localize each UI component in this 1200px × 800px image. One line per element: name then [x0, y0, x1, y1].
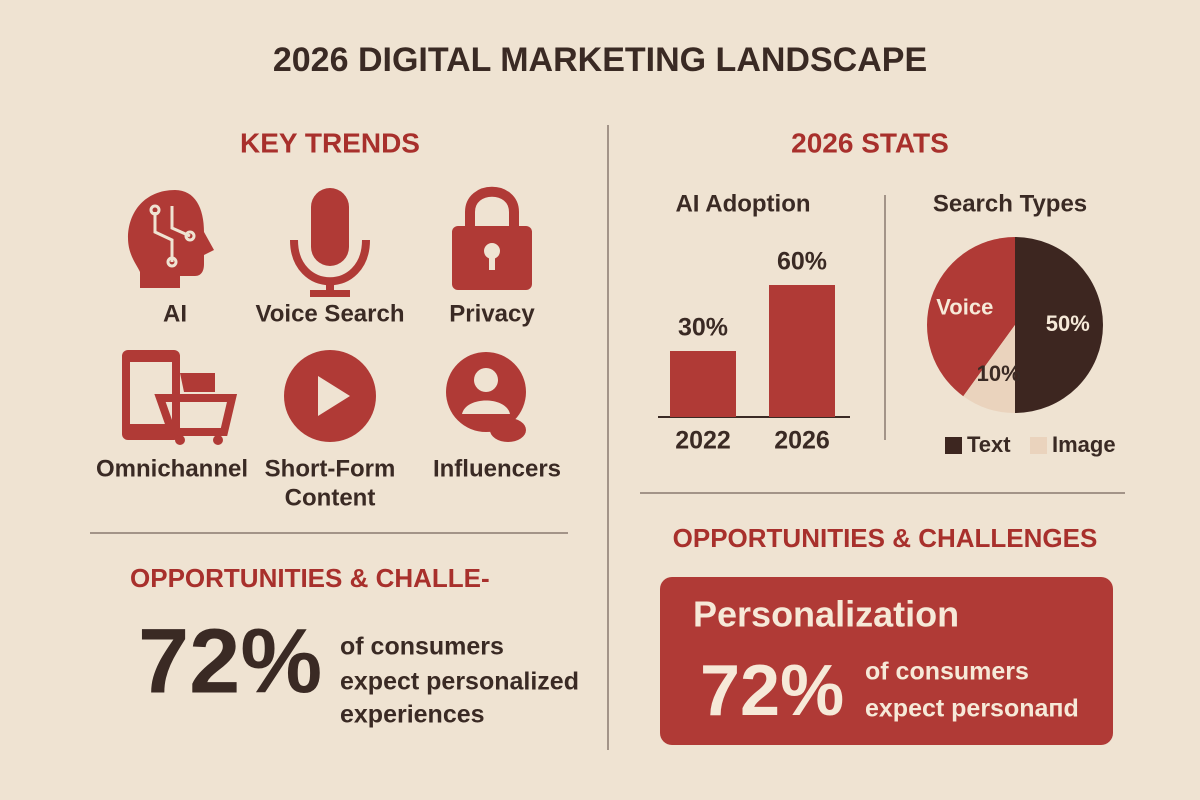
section-heading: OPPORTUNITIES & CHALLENGES — [673, 523, 1098, 553]
legend-swatch — [1030, 437, 1047, 454]
card-title: Personalization — [693, 594, 959, 635]
section-heading: KEY TRENDS — [240, 127, 420, 158]
trend-label: AI — [163, 300, 187, 327]
slice-label: Voice — [936, 294, 993, 319]
short-form-icon — [284, 350, 376, 442]
stat-text: of consumers — [865, 658, 1029, 686]
stat-text: experiences — [340, 701, 485, 729]
value-label: 30% — [678, 314, 728, 342]
ai-icon — [128, 190, 214, 288]
big-stat: 72% — [138, 610, 322, 712]
icons — [122, 186, 532, 445]
trend-label: Voice Search — [256, 300, 405, 327]
slice-label: 10% — [977, 361, 1021, 386]
big-stat: 72% — [700, 651, 844, 731]
voice-icon — [290, 188, 370, 297]
influencer-icon — [446, 352, 526, 442]
x-tick-label: 2022 — [675, 427, 731, 455]
chart-title: AI Adoption — [675, 190, 810, 217]
slice-label: 50% — [1046, 311, 1090, 336]
title: 2026 DIGITAL MARKETING LANDSCAPE — [273, 41, 927, 79]
trend-label: Omnichannel — [96, 455, 248, 482]
pie-slice — [927, 237, 1015, 397]
bar — [769, 285, 835, 417]
trend-label: Content — [285, 484, 376, 511]
trend-label: Privacy — [449, 300, 535, 327]
privacy-icon — [452, 186, 532, 290]
omnichannel-icon — [122, 350, 238, 445]
section-heading: 2026 STATS — [791, 127, 949, 158]
legend-label: Image — [1052, 432, 1116, 457]
stat-text: expect personalized — [340, 668, 579, 696]
pie-slice — [1015, 237, 1103, 413]
x-tick-label: 2026 — [774, 427, 830, 455]
legend-label: Text — [967, 432, 1011, 457]
bar — [670, 351, 736, 417]
card — [660, 577, 1113, 745]
stat-text: of consumers — [340, 633, 504, 661]
trend-label: Influencers — [433, 455, 561, 482]
trend-label: Short-Form — [265, 455, 396, 482]
pie-slice — [963, 325, 1015, 413]
legend-swatch — [945, 437, 962, 454]
value-label: 60% — [777, 248, 827, 276]
chart-title: Search Types — [933, 190, 1087, 217]
section-heading: OPPORTUNITIES & CHALLE- — [130, 563, 490, 593]
stat-text: expect personaпd — [865, 695, 1079, 723]
